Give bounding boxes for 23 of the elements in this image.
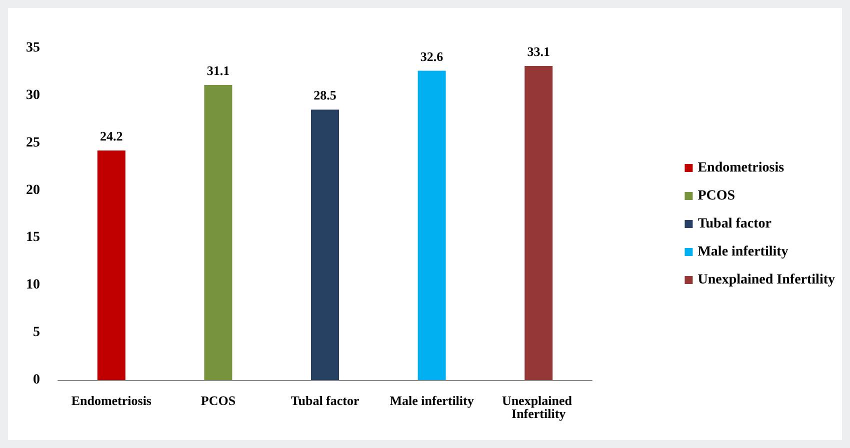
- x-tick-label: PCOS: [200, 393, 236, 408]
- data-label: 28.5: [314, 88, 337, 103]
- y-tick-label: 5: [33, 325, 40, 340]
- legend-label: PCOS: [698, 188, 736, 204]
- y-tick-label: 25: [26, 135, 40, 150]
- y-tick-label: 10: [26, 278, 40, 293]
- y-tick-label: 20: [26, 182, 40, 198]
- x-tick-label: Unexplained Infertility: [502, 393, 576, 421]
- x-tick-label: Male infertility: [390, 393, 474, 408]
- data-label: 24.2: [100, 128, 123, 144]
- y-tick-label: 15: [26, 230, 40, 246]
- data-label: 33.1: [527, 44, 550, 60]
- y-tick-label: 0: [33, 372, 40, 388]
- y-tick-label: 30: [26, 88, 40, 103]
- x-tick-label: Endometriosis: [71, 393, 152, 408]
- data-label: 32.6: [420, 48, 444, 64]
- legend-label: Endometriosis: [698, 160, 785, 176]
- legend-label: Unexplained Infertility: [698, 272, 835, 288]
- data-label: 31.1: [206, 62, 230, 78]
- x-tick-label: Tubal factor: [290, 393, 360, 408]
- y-tick-label: 35: [26, 40, 40, 56]
- legend-label: Tubal factor: [698, 216, 772, 232]
- legend-label: Male infertility: [698, 244, 788, 260]
